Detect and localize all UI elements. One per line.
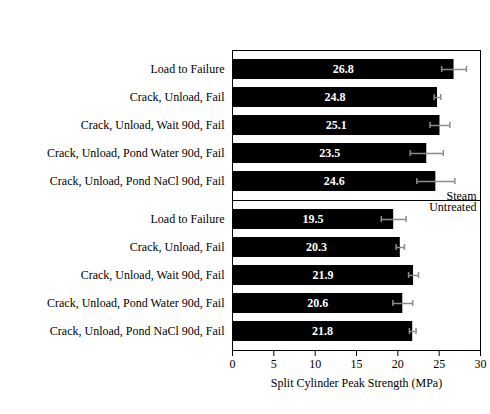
svg-text:Crack, Unload, Pond Water 90d,: Crack, Unload, Pond Water 90d, Fail <box>47 296 225 310</box>
svg-text:Crack, Unload, Pond NaCl 90d,: Crack, Unload, Pond NaCl 90d, Fail <box>50 324 225 338</box>
svg-text:Untreated: Untreated <box>429 200 476 214</box>
svg-text:Split Cylinder Peak Strength (: Split Cylinder Peak Strength (MPa) <box>271 376 442 390</box>
svg-text:24.6: 24.6 <box>324 174 345 188</box>
svg-text:Crack, Unload, Wait 90d, Fail: Crack, Unload, Wait 90d, Fail <box>81 268 225 282</box>
svg-text:26.8: 26.8 <box>333 62 354 76</box>
svg-text:24.8: 24.8 <box>325 90 346 104</box>
svg-text:Crack, Unload, Pond Water 90d,: Crack, Unload, Pond Water 90d, Fail <box>47 146 225 160</box>
svg-text:15: 15 <box>351 357 363 371</box>
svg-text:Crack, Unload, Pond NaCl 90d,: Crack, Unload, Pond NaCl 90d, Fail <box>50 174 225 188</box>
svg-text:Crack, Unload, Fail: Crack, Unload, Fail <box>130 240 225 254</box>
svg-text:20.3: 20.3 <box>306 240 327 254</box>
svg-text:Steam: Steam <box>447 189 478 201</box>
svg-text:Crack, Unload, Wait 90d, Fail: Crack, Unload, Wait 90d, Fail <box>81 118 225 132</box>
svg-text:Load to Failure: Load to Failure <box>151 62 225 76</box>
svg-text:21.8: 21.8 <box>312 324 333 338</box>
svg-text:30: 30 <box>475 357 487 371</box>
svg-text:25: 25 <box>433 357 445 371</box>
svg-text:23.5: 23.5 <box>319 146 340 160</box>
svg-text:Crack, Unload, Fail: Crack, Unload, Fail <box>130 90 225 104</box>
svg-text:21.9: 21.9 <box>313 268 334 282</box>
svg-text:Load to Failure: Load to Failure <box>151 212 225 226</box>
svg-text:0: 0 <box>230 357 236 371</box>
svg-text:10: 10 <box>309 357 321 371</box>
svg-text:5: 5 <box>271 357 277 371</box>
svg-text:20: 20 <box>392 357 404 371</box>
svg-text:20.6: 20.6 <box>307 296 328 310</box>
svg-text:19.5: 19.5 <box>303 212 324 226</box>
svg-text:25.1: 25.1 <box>326 118 347 132</box>
